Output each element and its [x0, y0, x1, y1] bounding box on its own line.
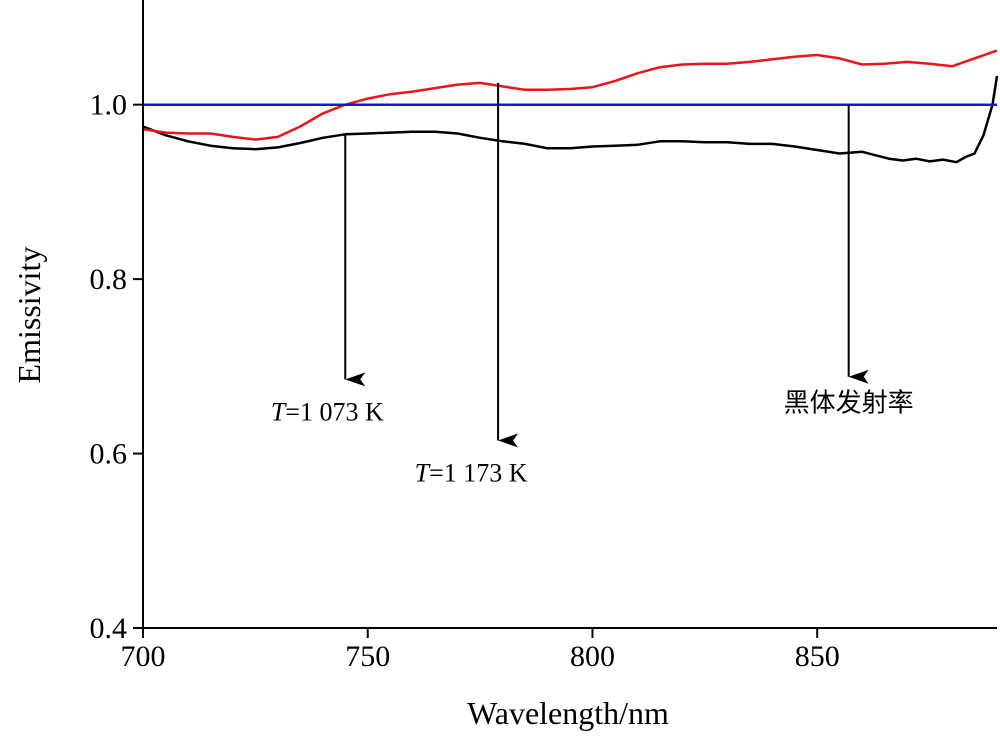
- annotations: T=1 073 K T=1 173 K 黑体发射率: [271, 82, 914, 487]
- series-line-2: [142, 49, 998, 141]
- y-tick-label: 0.8: [90, 263, 128, 296]
- y-tick-label: 1.0: [90, 89, 128, 122]
- plot-lines: [142, 49, 999, 164]
- x-tick-label: 750: [345, 640, 390, 673]
- series-line-1: [142, 75, 999, 164]
- x-tick-label: 700: [121, 640, 166, 673]
- y-tick-label: 0.4: [90, 612, 128, 645]
- annotation-label-2: T=1 173 K: [415, 458, 528, 487]
- annotation-label-3: 黑体发射率: [784, 389, 914, 419]
- y-axis-title: Emissivity: [11, 247, 47, 384]
- axes: 0.4 0.6 0.8 1.0 700 750 800 850: [90, 0, 997, 673]
- x-tick-label: 850: [795, 640, 840, 673]
- x-axis-title: Wavelength/nm: [467, 695, 669, 731]
- annotation-label-1: T=1 073 K: [271, 397, 384, 426]
- x-tick-label: 800: [570, 640, 615, 673]
- y-tick-label: 0.6: [90, 438, 128, 471]
